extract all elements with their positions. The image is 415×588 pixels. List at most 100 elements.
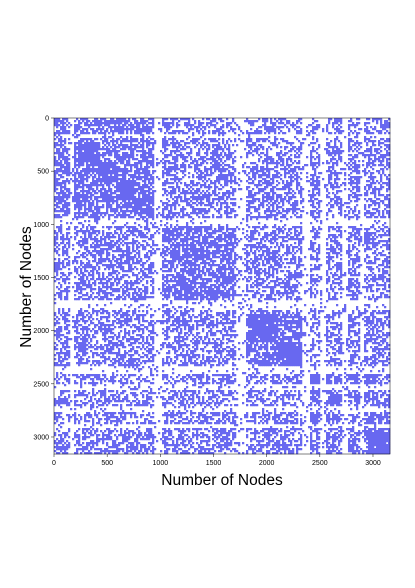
matrix-cell	[198, 190, 201, 193]
matrix-cell	[340, 158, 343, 161]
matrix-cell	[82, 188, 85, 191]
matrix-cell	[182, 118, 185, 121]
matrix-cell	[130, 216, 133, 219]
matrix-cell	[60, 120, 63, 123]
matrix-cell	[216, 230, 219, 233]
matrix-cell	[270, 184, 273, 187]
matrix-cell	[312, 126, 315, 129]
matrix-cell	[278, 162, 281, 165]
matrix-cell	[330, 172, 333, 175]
matrix-cell	[166, 236, 169, 239]
matrix-cell	[176, 150, 179, 153]
matrix-cell	[294, 168, 297, 171]
matrix-cell	[76, 158, 79, 161]
matrix-cell	[98, 180, 101, 183]
matrix-cell	[192, 174, 195, 177]
matrix-cell	[84, 200, 87, 203]
matrix-cell	[172, 238, 175, 241]
matrix-cell	[366, 234, 369, 237]
matrix-cell	[118, 196, 121, 199]
matrix-cell	[94, 150, 97, 153]
matrix-cell	[216, 176, 219, 179]
matrix-cell	[380, 122, 383, 125]
matrix-cell	[170, 206, 173, 209]
matrix-cell	[184, 182, 187, 185]
matrix-cell	[138, 208, 141, 211]
matrix-cell	[356, 122, 359, 125]
matrix-cell	[114, 172, 117, 175]
matrix-cell	[292, 122, 295, 125]
matrix-cell	[186, 212, 189, 215]
matrix-cell	[100, 238, 103, 241]
matrix-cell	[368, 234, 371, 237]
matrix-cell	[80, 196, 83, 199]
matrix-cell	[198, 178, 201, 181]
matrix-cell	[234, 230, 237, 233]
matrix-cell	[186, 230, 189, 233]
matrix-cell	[64, 206, 67, 209]
matrix-cell	[262, 200, 265, 203]
matrix-cell	[172, 156, 175, 159]
matrix-cell	[88, 230, 91, 233]
matrix-cell	[100, 160, 103, 163]
matrix-cell	[368, 212, 371, 215]
matrix-cell	[242, 132, 245, 135]
matrix-cell	[126, 196, 129, 199]
matrix-cell	[338, 208, 341, 211]
matrix-cell	[182, 154, 185, 157]
matrix-cell	[110, 194, 113, 197]
matrix-cell	[122, 130, 125, 133]
matrix-cell	[246, 218, 249, 221]
matrix-cell	[354, 194, 357, 197]
matrix-cell	[366, 132, 369, 135]
matrix-cell	[74, 184, 77, 187]
matrix-cell	[328, 228, 331, 231]
matrix-cell	[62, 118, 65, 121]
matrix-cell	[254, 132, 257, 135]
matrix-cell	[330, 200, 333, 203]
matrix-cell	[144, 192, 147, 195]
matrix-cell	[212, 192, 215, 195]
matrix-cell	[366, 192, 369, 195]
matrix-cell	[140, 166, 143, 169]
matrix-cell	[80, 122, 83, 125]
matrix-cell	[146, 226, 149, 229]
matrix-cell	[388, 164, 391, 167]
matrix-cell	[268, 146, 271, 149]
matrix-cell	[336, 236, 339, 239]
matrix-cell	[206, 190, 209, 193]
matrix-cell	[114, 200, 117, 203]
matrix-cell	[280, 230, 283, 233]
matrix-cell	[300, 216, 303, 219]
matrix-cell	[254, 172, 257, 175]
matrix-cell	[300, 142, 303, 145]
matrix-cell	[76, 128, 79, 131]
matrix-cell	[260, 156, 263, 159]
matrix-cell	[116, 162, 119, 165]
matrix-cell	[116, 122, 119, 125]
matrix-cell	[130, 170, 133, 173]
matrix-cell	[54, 122, 57, 125]
matrix-cell	[80, 148, 83, 151]
matrix-cell	[92, 146, 95, 149]
matrix-cell	[202, 162, 205, 165]
matrix-cell	[190, 140, 193, 143]
matrix-cell	[158, 122, 161, 125]
matrix-cell	[232, 232, 235, 235]
matrix-cell	[64, 194, 67, 197]
matrix-cell	[132, 188, 135, 191]
matrix-cell	[260, 216, 263, 219]
matrix-cell	[246, 174, 249, 177]
matrix-cell	[350, 120, 353, 123]
matrix-cell	[366, 122, 369, 125]
matrix-cell	[364, 212, 367, 215]
matrix-cell	[194, 168, 197, 171]
matrix-cell	[92, 160, 95, 163]
matrix-cell	[174, 178, 177, 181]
matrix-cell	[332, 124, 335, 127]
matrix-cell	[90, 196, 93, 199]
matrix-cell	[144, 152, 147, 155]
matrix-cell	[310, 164, 313, 167]
matrix-cell	[116, 170, 119, 173]
matrix-cell	[386, 176, 389, 179]
